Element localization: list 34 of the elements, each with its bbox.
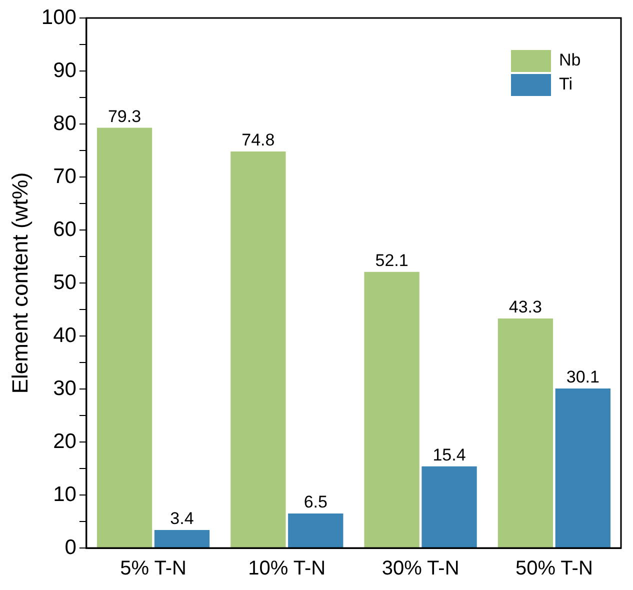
data-label: 74.8 — [242, 130, 275, 150]
x-tick-label: 5% T-N — [120, 558, 186, 580]
bar — [288, 514, 344, 548]
y-tick-label: 40 — [53, 324, 76, 347]
data-label: 3.4 — [170, 509, 194, 528]
legend-label: Ti — [559, 74, 573, 94]
data-label: 6.5 — [304, 492, 328, 512]
y-tick-label: 0 — [64, 536, 76, 559]
y-tick-label: 80 — [53, 112, 76, 135]
bar — [154, 530, 210, 548]
data-label: 30.1 — [566, 368, 600, 387]
bar — [364, 272, 420, 548]
y-tick-label: 30 — [53, 376, 76, 400]
bar — [498, 318, 554, 548]
bar — [422, 466, 477, 548]
y-tick-label: 20 — [53, 430, 76, 453]
y-tick-label: 10 — [53, 482, 76, 506]
y-tick-label: 100 — [41, 6, 76, 29]
x-tick-label: 50% T-N — [515, 558, 593, 580]
bar — [555, 388, 610, 548]
data-label: 43.3 — [508, 298, 542, 317]
y-tick-label: 70 — [53, 164, 76, 188]
data-label: 52.1 — [375, 251, 408, 270]
data-label: 79.3 — [108, 106, 142, 126]
bar — [96, 128, 152, 548]
x-tick-label: 10% T-N — [248, 558, 326, 580]
bar — [230, 152, 286, 548]
y-tick-label: 60 — [53, 218, 76, 241]
y-tick-label: 90 — [53, 58, 76, 82]
x-tick-label: 30% T-N — [382, 558, 460, 580]
y-axis-title: Element content (wt%) — [7, 172, 32, 394]
y-tick-label: 50 — [53, 270, 76, 294]
data-label: 15.4 — [432, 446, 466, 465]
legend-label: Nb — [559, 50, 581, 70]
